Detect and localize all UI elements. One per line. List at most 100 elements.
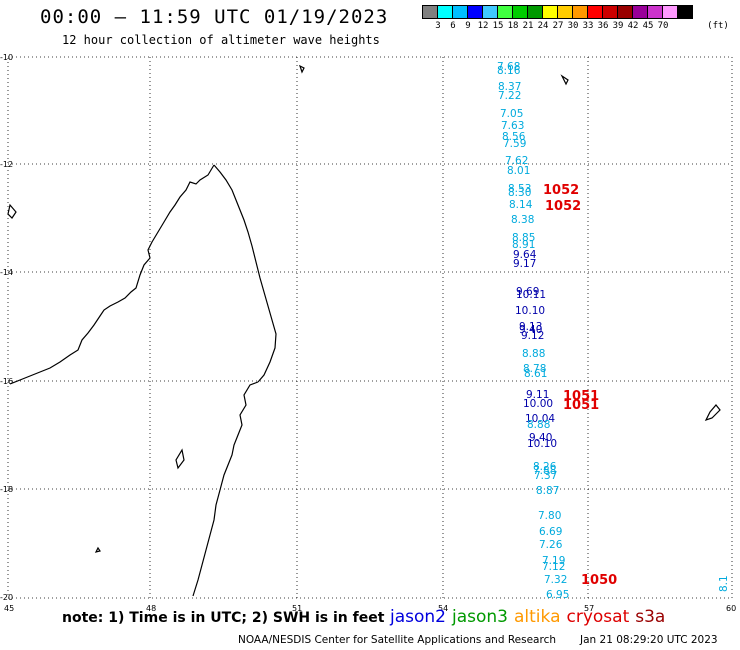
colorbar-swatch — [512, 5, 528, 19]
colorbar-label: 39 — [612, 21, 624, 31]
colorbar-swatch — [572, 5, 588, 19]
wave-height-label: 8.14 — [509, 199, 533, 211]
colorbar-swatch — [482, 5, 498, 19]
wave-height-label: 8.38 — [511, 214, 534, 226]
wave-height-label: 7.59 — [503, 138, 526, 150]
colorbar-swatch — [677, 5, 693, 19]
generation-timestamp: Jan 21 08:29:20 UTC 2023 — [580, 634, 718, 646]
colorbar-swatch — [452, 5, 468, 19]
colorbar-label: 27 — [552, 21, 564, 31]
wave-height-label: 7.88 — [533, 465, 556, 477]
colorbar-label: 3 — [435, 21, 441, 31]
lat-label: -10 — [0, 53, 13, 62]
satellite-s3a: s3a — [635, 607, 666, 627]
coastline — [7, 64, 721, 597]
wave-height-label: 10.04 — [525, 413, 555, 425]
pressure-label: 1052 — [543, 183, 579, 198]
wave-height-label: 9.12 — [521, 330, 544, 342]
satellite-jason2: jason2 — [390, 607, 446, 627]
wave-height-label: 9.64 — [513, 249, 537, 261]
lon-label: 48 — [146, 604, 156, 613]
pressure-label: 1051 — [563, 398, 599, 413]
colorbar-swatch — [497, 5, 513, 19]
wave-height-label: 8.56 — [502, 131, 526, 143]
colorbar-swatch — [587, 5, 603, 19]
wave-height-label: 8.26 — [533, 461, 557, 473]
satellite-cryosat: cryosat — [566, 607, 630, 627]
lat-label: -20 — [0, 593, 13, 602]
satellite-altika: altika — [514, 607, 561, 627]
colorbar-swatch — [617, 5, 633, 19]
lat-label: -14 — [0, 268, 13, 277]
colorbar-swatch — [527, 5, 543, 19]
pressure-label: 1050 — [581, 573, 617, 588]
wave-height-label: 10.00 — [523, 398, 553, 410]
map-frame — [7, 56, 733, 599]
wave-height-label: 8.16 — [497, 65, 521, 77]
wave-height-track: 7.688.16 8.377.22 7.057.638.567.59 7.628.01… — [497, 61, 730, 601]
wave-height-colorbar — [422, 5, 693, 19]
pressure-label: 1052 — [545, 199, 581, 214]
colorbar-unit: (ft) — [707, 21, 729, 31]
wave-height-label: 8.37 — [498, 81, 521, 93]
colorbar-label: 33 — [582, 21, 594, 31]
lon-label: 45 — [4, 604, 14, 613]
colorbar-label: 12 — [477, 21, 489, 31]
wave-height-label: 8.53 — [508, 183, 531, 195]
wave-height-label: 8.85 — [512, 232, 535, 244]
wave-height-label: 6.69 — [539, 526, 562, 538]
satellite-legend: jason2 jason3 altika cryosat s3a — [390, 607, 671, 627]
lat-label: -12 — [0, 160, 13, 169]
wave-height-label: 7.12 — [542, 561, 565, 573]
longitude-labels: 45 48 51 54 57 60 — [4, 604, 736, 613]
wave-height-label: 7.32 — [544, 574, 567, 586]
colorbar-swatch — [542, 5, 558, 19]
map-subtitle: 12 hour collection of altimeter wave hei… — [62, 33, 380, 47]
wave-height-label: 10.10 — [515, 305, 545, 317]
colorbar-label: 18 — [507, 21, 519, 31]
wave-height-label: 8.88 — [527, 419, 550, 431]
wave-height-label: 7.37 — [534, 470, 557, 482]
colorbar-swatch — [662, 5, 678, 19]
wave-height-label: 8.87 — [536, 485, 559, 497]
wave-height-label: 8.30 — [508, 187, 531, 199]
lon-label: 54 — [438, 604, 448, 613]
wave-height-label: 7.19 — [542, 555, 565, 567]
colorbar-swatch — [632, 5, 648, 19]
wave-height-label: 6.95 — [546, 589, 569, 601]
wave-height-label: 7.68 — [497, 61, 520, 73]
wave-height-label: 8.78 — [523, 363, 546, 375]
wave-height-label: 9.17 — [513, 258, 536, 270]
colorbar-label: 30 — [567, 21, 579, 31]
lon-label: 60 — [726, 604, 736, 613]
lat-label: -18 — [0, 485, 13, 494]
colorbar-swatch — [437, 5, 453, 19]
wave-height-label: 9.40 — [529, 432, 552, 444]
wave-height-label: 7.62 — [505, 155, 528, 167]
colorbar-label: 9 — [465, 21, 471, 31]
colorbar-label: 36 — [597, 21, 609, 31]
wave-height-label: 7.80 — [538, 510, 561, 522]
wave-height-label: 10.11 — [516, 289, 546, 301]
pressure-label: 1051 — [563, 389, 599, 404]
colorbar-label: 6 — [450, 21, 456, 31]
colorbar-label: 70 — [657, 21, 669, 31]
wave-height-label: 8.88 — [522, 348, 545, 360]
colorbar-swatch — [602, 5, 618, 19]
wave-height-label: 7.22 — [498, 90, 521, 102]
wave-height-label: 9.11 — [526, 389, 549, 401]
wave-height-label: 7.05 — [500, 108, 523, 120]
colorbar-swatch — [422, 5, 438, 19]
wave-height-label: 8.1 — [718, 575, 730, 592]
credit-line: NOAA/NESDIS Center for Satellite Applica… — [238, 634, 556, 646]
colorbar-label: 42 — [627, 21, 639, 31]
pressure-labels: 1052 1052 1051 1051 1050 — [543, 183, 617, 588]
latitude-labels: -10 -12 -14 -16 -18 -20 — [0, 53, 13, 602]
colorbar-label: 45 — [642, 21, 654, 31]
wave-height-label: 9.69 — [516, 286, 539, 298]
lon-label: 51 — [292, 604, 302, 613]
lat-label: -16 — [0, 377, 13, 386]
colorbar-swatch — [647, 5, 663, 19]
wave-height-label: 8.91 — [512, 239, 535, 251]
